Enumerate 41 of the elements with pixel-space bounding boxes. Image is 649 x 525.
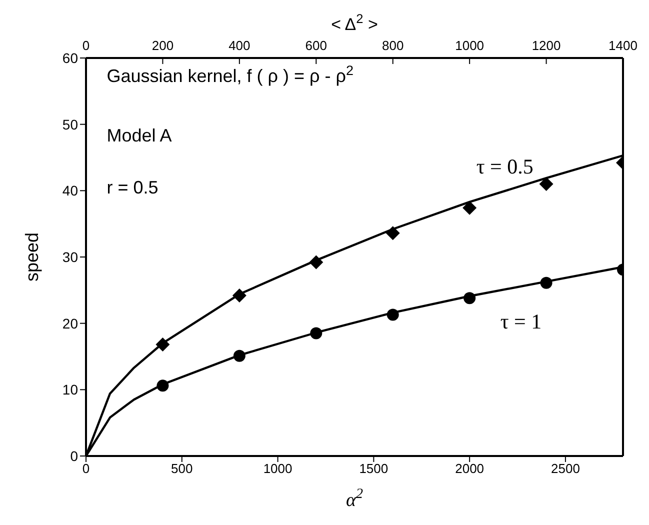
annotation: τ = 0.5	[476, 154, 534, 178]
x-tick-label: 1000	[263, 461, 292, 476]
x-tick-label: 2500	[551, 461, 580, 476]
point	[156, 380, 169, 392]
annotation: Model A	[106, 126, 172, 146]
x2-axis-title: < Δ$^{2}$ >	[331, 10, 378, 34]
point	[156, 338, 170, 352]
point	[309, 255, 324, 270]
x2-tick-label: 600	[305, 38, 327, 53]
point	[386, 308, 399, 321]
x2-tick-label: 0	[82, 38, 90, 53]
y-tick-label: 20	[62, 315, 78, 332]
point	[386, 226, 400, 240]
y-tick-label: 40	[62, 182, 78, 199]
point	[540, 276, 552, 289]
x-tick-label: 1500	[359, 461, 388, 476]
point	[232, 288, 246, 302]
x-tick-label: 2000	[455, 461, 484, 476]
annotation: r = 0.5	[106, 177, 158, 198]
y-tick-label: 0	[70, 448, 78, 464]
x2-tick-label: 400	[228, 38, 250, 53]
x2-tick-label: 200	[152, 38, 174, 53]
x-axis-title: α$^{2}$	[346, 486, 364, 511]
x-tick-label: 500	[171, 461, 193, 476]
point	[539, 177, 554, 192]
x2-tick-label: 1200	[532, 38, 561, 53]
point	[310, 327, 322, 340]
x2-tick-label: 1400	[608, 38, 638, 53]
point	[462, 200, 477, 215]
annotation: τ = 1	[500, 310, 542, 334]
y-tick-label: 30	[62, 248, 78, 265]
y-tick-label: 50	[62, 116, 78, 132]
point	[233, 350, 246, 362]
x2-tick-label: 800	[382, 38, 404, 53]
y-tick-label: 60	[62, 50, 78, 66]
annotation: Gaussian kernel, f ( ρ ) = ρ - ρ$^{2}$	[106, 62, 354, 86]
y-tick-label: 10	[62, 382, 78, 398]
y-axis-title: speed	[22, 232, 42, 282]
point	[464, 292, 476, 304]
x2-tick-label: 1000	[455, 38, 484, 53]
x-tick-label: 0	[82, 461, 90, 476]
